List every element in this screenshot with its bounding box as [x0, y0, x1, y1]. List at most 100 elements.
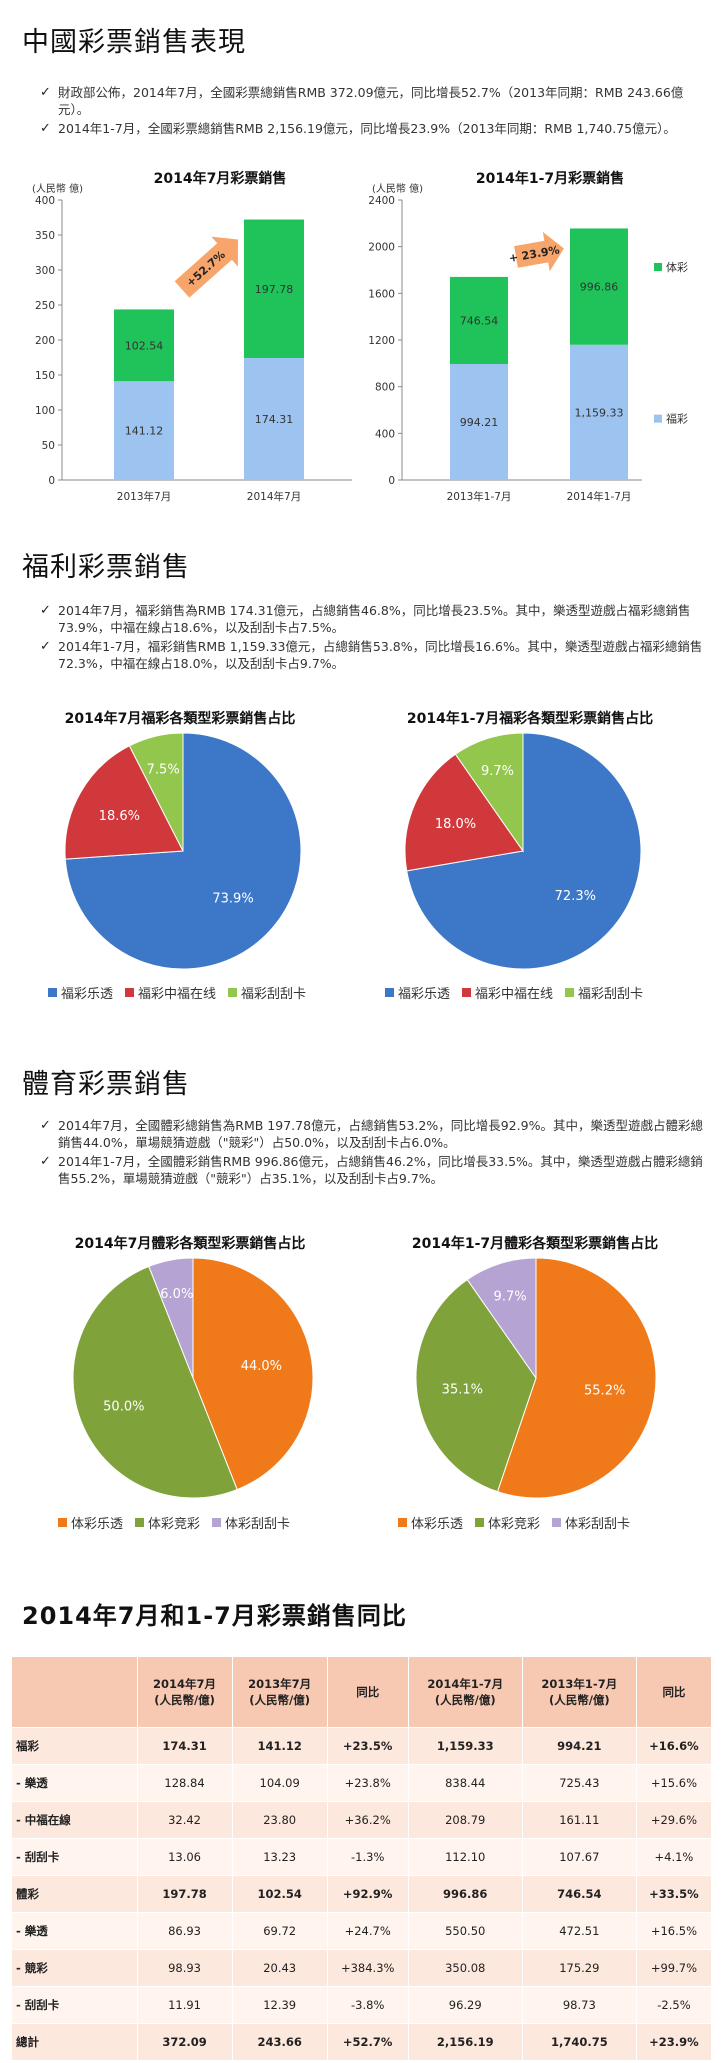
table-cell: 13.06	[137, 1838, 233, 1876]
comparison-table: 2014年7月 (人民幣/億) 2013年7月 (人民幣/億) 同比 2014年1-7月(…	[12, 1657, 713, 2061]
y-tick-label: 350	[35, 230, 55, 242]
table-cell: +16.6%	[636, 1727, 713, 1765]
bar-segment	[570, 228, 628, 345]
table-cell: 112.10	[408, 1838, 523, 1876]
table-cell: 102.54	[232, 1875, 328, 1913]
table-header-cell: 同比	[327, 1657, 409, 1728]
pie-slice	[406, 732, 642, 970]
pie-chart-3: 44.0% 50.0% 6.0%	[72, 1257, 314, 1499]
pie-4-legend: 体彩乐透 体彩竞彩 体彩刮刮卡	[398, 1513, 630, 1532]
table-cell: +99.7%	[636, 1949, 713, 1987]
table-cell: -2.5%	[636, 1986, 713, 2024]
table-cell: 20.43	[232, 1949, 328, 1987]
section2-title: 福利彩票銷售	[22, 552, 190, 583]
legend-swatch	[398, 1518, 407, 1527]
y-axis-label: (人民幣 億)	[32, 182, 83, 195]
table-cell: 472.51	[522, 1912, 637, 1950]
check-icon: ✓	[40, 85, 51, 100]
row-label: - 中福在線	[12, 1801, 138, 1839]
pie-slice	[466, 1257, 537, 1380]
data-label: 197.78	[255, 283, 294, 296]
arrow-shape	[514, 231, 565, 272]
table-cell: 725.43	[522, 1764, 637, 1802]
table-cell: +52.7%	[327, 2023, 409, 2061]
table-row: - 刮刮卡 13.06 13.23 -1.3% 112.10 107.67 +4.1%	[12, 1838, 713, 1876]
section1-title: 中國彩票銷售表現	[22, 27, 246, 58]
pie-chart-4: 55.2% 35.1% 9.7%	[415, 1257, 657, 1499]
section3-title: 體育彩票銷售	[22, 1069, 190, 1100]
row-label: - 刮刮卡	[12, 1986, 138, 2024]
table-cell: 1,159.33	[408, 1727, 523, 1765]
table-cell: 174.31	[137, 1727, 233, 1765]
legend-swatch	[228, 988, 238, 997]
section2-bullets: ✓ 2014年7月，福彩銷售為RMB 174.31億元，占總銷售46.8%，同比增…	[40, 602, 703, 674]
y-axis-label: (人民幣 億)	[372, 182, 423, 195]
table-cell: +23.8%	[327, 1764, 409, 1802]
x-tick-label: 2014年1-7月	[567, 490, 632, 503]
table-cell: 838.44	[408, 1764, 523, 1802]
table-cell: -3.8%	[327, 1986, 409, 2024]
table-row: - 樂透 86.93 69.72 +24.7% 550.50 472.51 +16.5%	[12, 1912, 713, 1950]
check-icon: ✓	[40, 1118, 51, 1133]
pie-slice	[148, 1257, 194, 1379]
table-header-cell: 2014年7月 (人民幣/億)	[137, 1657, 233, 1728]
y-tick-label: 100	[35, 405, 55, 417]
bullet: ✓ 2014年7月，全國體彩總銷售為RMB 197.78億元，占總銷售53.2%，…	[40, 1118, 703, 1150]
table-row: 體彩 197.78 102.54 +92.9% 996.86 746.54 +33.5%	[12, 1875, 713, 1913]
slice-label: 18.6%	[99, 809, 140, 824]
bar-chart-1-title: 2014年7月彩票銷售	[153, 171, 287, 187]
data-label: 996.86	[580, 281, 619, 294]
row-label: 體彩	[12, 1875, 138, 1913]
table-cell: 98.73	[522, 1986, 637, 2024]
table-cell: 372.09	[137, 2023, 233, 2061]
y-tick-label: 250	[35, 300, 55, 312]
table-cell: +33.5%	[636, 1875, 713, 1913]
legend-swatch	[654, 414, 662, 423]
legend-swatch	[565, 988, 575, 997]
table-cell: 98.93	[137, 1949, 233, 1987]
table-cell: 2,156.19	[408, 2023, 523, 2061]
data-label: 1,159.33	[575, 406, 624, 419]
bar-segment	[570, 344, 628, 480]
legend-item: 体彩竞彩	[135, 1513, 200, 1532]
table-cell: 104.09	[232, 1764, 328, 1802]
pie-slice	[72, 1265, 238, 1499]
pie-chart-1: 73.9% 18.6% 7.5%	[64, 732, 302, 970]
bar-segment	[244, 219, 304, 358]
legend-item: 体彩刮刮卡	[212, 1513, 290, 1532]
table-cell: +29.6%	[636, 1801, 713, 1839]
legend-item: 福彩乐透	[48, 983, 113, 1002]
slice-label: 18.0%	[435, 817, 476, 832]
bar-chart-2: (人民幣 億) 0 400 800 1200 1600 2000 2400 994.21 746.…	[368, 182, 688, 503]
pie-1-title: 2014年7月福彩各類型彩票銷售占比	[64, 711, 296, 727]
pie-1-legend: 福彩乐透 福彩中福在线 福彩刮刮卡	[48, 983, 306, 1002]
bar-segment	[244, 357, 304, 480]
table-cell: 996.86	[408, 1875, 523, 1913]
legend-swatch	[135, 1518, 145, 1527]
row-label: 總計	[12, 2023, 138, 2061]
row-label: - 樂透	[12, 1764, 138, 1802]
check-icon: ✓	[40, 121, 51, 136]
legend-swatch	[58, 1518, 67, 1527]
check-icon: ✓	[40, 1154, 51, 1169]
table-cell: +384.3%	[327, 1949, 409, 1987]
table-header-cell: 同比	[636, 1657, 713, 1728]
y-tick-label: 400	[35, 195, 55, 207]
legend-item: 福彩刮刮卡	[228, 983, 306, 1002]
pie-slice	[415, 1278, 537, 1493]
table-cell: 107.67	[522, 1838, 637, 1876]
table-cell: 23.80	[232, 1801, 328, 1839]
bar-segment	[114, 381, 174, 480]
row-label: - 刮刮卡	[12, 1838, 138, 1876]
y-tick-label: 1600	[368, 288, 395, 300]
growth-arrow: +52.7%	[174, 236, 239, 298]
slice-label: 55.2%	[584, 1383, 625, 1398]
growth-arrow: + 23.9%	[508, 231, 565, 272]
table-cell: 32.42	[137, 1801, 233, 1839]
legend-swatch	[654, 263, 662, 271]
table-cell: +23.5%	[327, 1727, 409, 1765]
check-icon: ✓	[40, 639, 51, 654]
table-cell: 11.91	[137, 1986, 233, 2024]
legend-swatch	[475, 1518, 485, 1527]
table-cell: +4.1%	[636, 1838, 713, 1876]
